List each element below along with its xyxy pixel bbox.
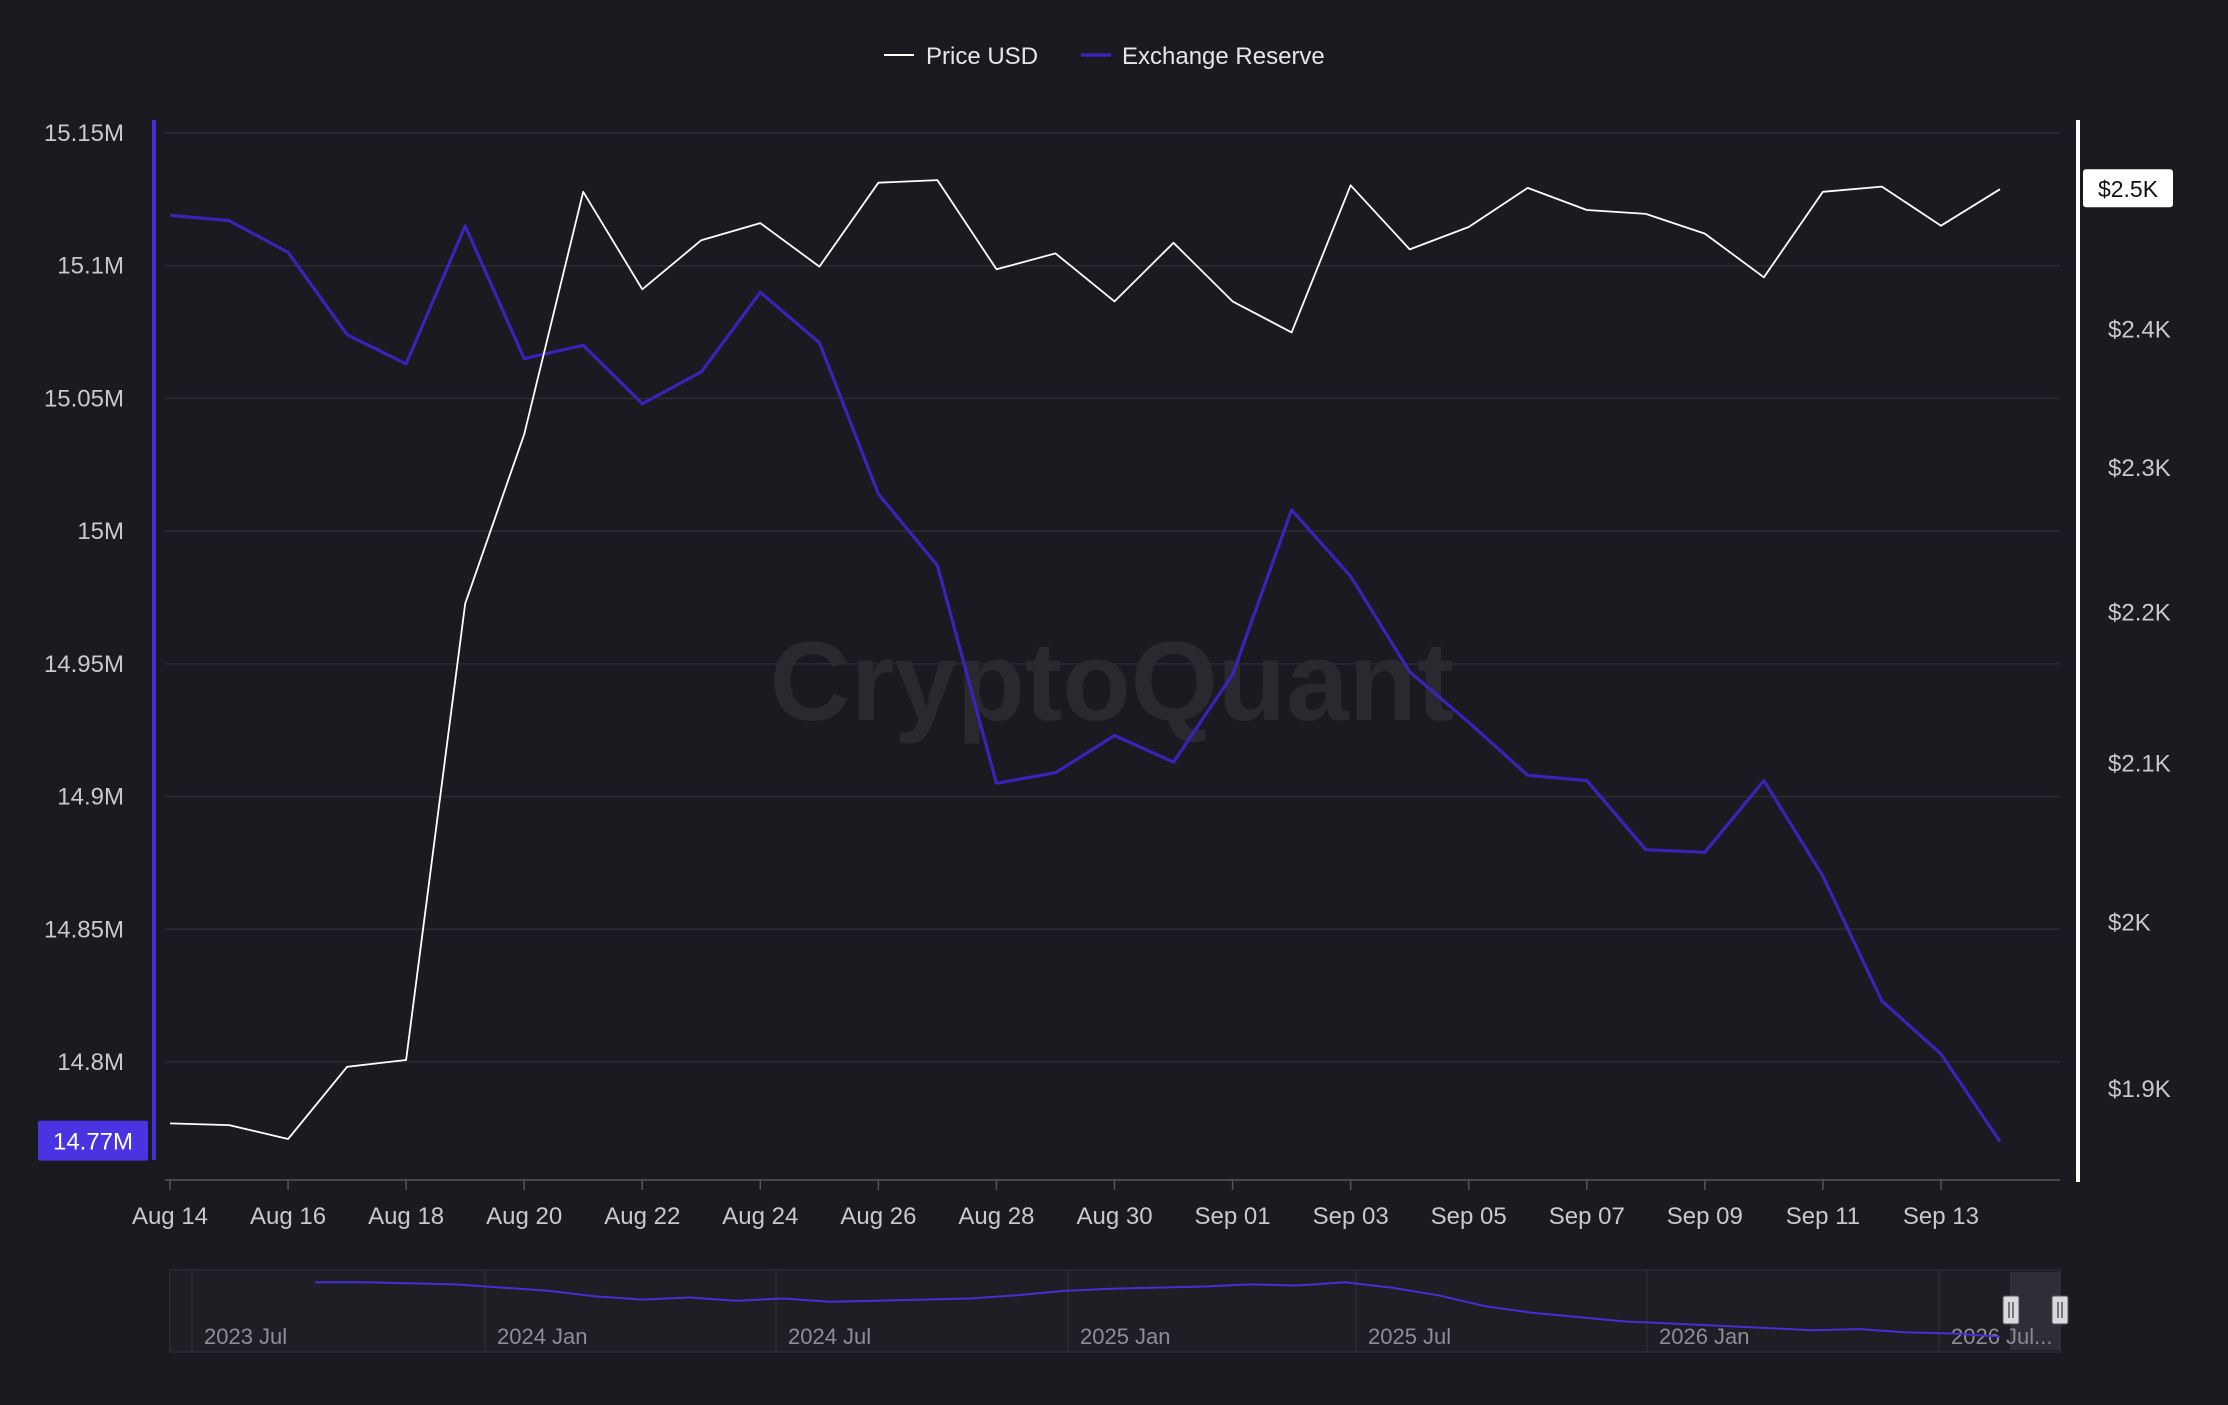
navigator-date-label: 2024 Jul	[788, 1324, 871, 1349]
grid-lines	[165, 132, 2060, 1063]
price-current-badge	[2083, 169, 2173, 208]
y-right-tick-label: $2.2K	[2108, 599, 2171, 626]
x-tick-label: Aug 28	[958, 1203, 1034, 1230]
navigator-date-label: 2024 Jan	[497, 1324, 588, 1349]
y-left-tick-label: 14.95M	[44, 651, 124, 678]
navigator-date-label: 2025 Jul	[1368, 1324, 1451, 1349]
x-tick-label: Sep 03	[1313, 1203, 1389, 1230]
legend-label: Exchange Reserve	[1122, 43, 1325, 70]
reserve-current-badge	[38, 1120, 148, 1161]
series-line-exchange-reserve	[169, 213, 2002, 1143]
navigator-reserve-trend	[315, 1281, 2001, 1338]
y-left-tick-label: 15.15M	[44, 120, 124, 147]
y-left-tick-label: 15.1M	[57, 253, 124, 280]
y-left-tick-label: 14.9M	[57, 784, 124, 811]
navigator-date-label: 2026 Jan	[1659, 1324, 1750, 1349]
x-tick-label: Sep 09	[1667, 1203, 1743, 1230]
cryptoquant-watermark: CryptoQuant	[770, 619, 1454, 744]
x-tick-label: Aug 26	[840, 1203, 916, 1230]
y-right-tick-label: $2K	[2108, 909, 2151, 936]
x-tick-label: Sep 07	[1549, 1203, 1625, 1230]
series-lines	[169, 179, 2002, 1143]
navigator-drag-handle[interactable]	[2051, 1295, 2069, 1325]
legend-item-reserve[interactable]: Exchange Reserve	[1081, 43, 1325, 70]
reserve-current-value: 14.77M	[53, 1129, 133, 1156]
y-left-tick-label: 14.85M	[44, 916, 124, 943]
x-tick-label: Sep 13	[1903, 1203, 1979, 1230]
y-left-tick-label: 14.8M	[57, 1049, 124, 1076]
navigator-date-label: 2023 Jul	[204, 1324, 287, 1349]
y-right-tick-label: $2.1K	[2108, 751, 2171, 778]
x-tick-label: Aug 22	[604, 1203, 680, 1230]
current-value-badges: 14.77M $2.5K	[38, 169, 2173, 1161]
x-tick-label: Aug 30	[1076, 1203, 1152, 1230]
x-tick-label: Aug 16	[250, 1203, 326, 1230]
x-tick-label: Aug 14	[132, 1203, 208, 1230]
x-tick-label: Aug 20	[486, 1203, 562, 1230]
y-left-tick-label: 15M	[77, 518, 124, 545]
y-right-tick-label: $2.3K	[2108, 455, 2171, 482]
x-tick-label: Sep 01	[1195, 1203, 1271, 1230]
series-line-price-usd	[169, 179, 2001, 1140]
x-tick-label: Sep 11	[1786, 1203, 1860, 1230]
navigator-drag-handle[interactable]	[2002, 1295, 2020, 1325]
navigator-date-label: 2025 Jan	[1080, 1324, 1171, 1349]
y-left-tick-label: 15.05M	[44, 385, 124, 412]
legend-label: Price USD	[926, 43, 1038, 70]
x-tick-label: Aug 24	[722, 1203, 798, 1230]
navigator-date-label: 2026 Jul...	[1951, 1324, 2053, 1349]
legend[interactable]: Price USD Exchange Reserve	[884, 43, 1325, 70]
legend-item-price[interactable]: Price USD	[884, 43, 1038, 70]
y-right-tick-label: $2.4K	[2108, 317, 2171, 344]
time-navigator[interactable]: 2023 Jul 2024 Jan 2024 Jul 2025 Jan 2025 Jul…	[169, 1269, 2069, 1353]
x-tick-label: Sep 05	[1431, 1203, 1507, 1230]
price-current-value: $2.5K	[2098, 176, 2159, 202]
x-tick-label: Aug 18	[368, 1203, 444, 1230]
y-right-tick-label: $1.9K	[2108, 1076, 2171, 1103]
